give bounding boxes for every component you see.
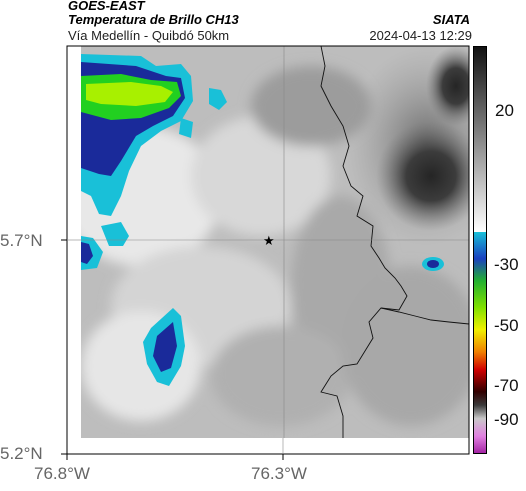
border-line-2 [380, 307, 469, 325]
convective-cell-east [422, 257, 444, 271]
route-subtitle: Vía Medellín - Quibdó 50km [68, 28, 230, 43]
org-label: SIATA [432, 12, 470, 27]
x-tick-76.8: 76.8°W [34, 464, 90, 483]
y-tick-5.2: 5.2°N [0, 444, 43, 463]
colorbar [473, 46, 487, 454]
convective-cell-southwest [143, 308, 185, 386]
convective-cell-northwest [81, 54, 227, 270]
cold-cloud-core [346, 46, 469, 246]
timestamp-label: 2024-04-13 12:29 [369, 28, 472, 43]
colorbar-tick-neg30: -30 [494, 255, 519, 274]
product-title: Temperatura de Brillo CH13 [68, 12, 239, 27]
satellite-title: GOES-EAST [68, 0, 145, 13]
y-tick-5.7: 5.7°N [0, 231, 43, 250]
border-line [320, 46, 408, 438]
colorbar-tick-neg70: -70 [494, 376, 519, 395]
brightness-temperature-map[interactable]: ★ [81, 46, 469, 438]
star-marker-icon: ★ [263, 234, 275, 249]
colorbar-tick-neg50: -50 [494, 316, 519, 335]
colorbar-tick-neg90: -90 [494, 410, 519, 429]
x-tick-76.3: 76.3°W [251, 464, 307, 483]
colorbar-tick-20: 20 [495, 101, 514, 120]
